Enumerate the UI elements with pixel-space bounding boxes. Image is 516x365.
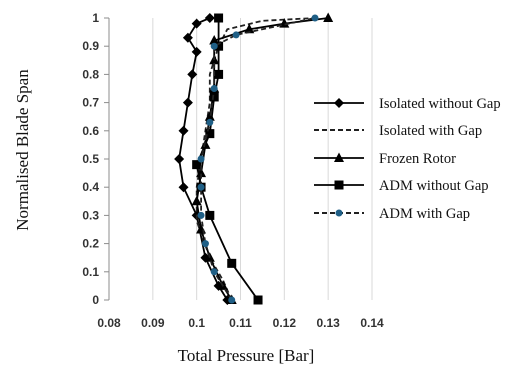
data-point-adm-with-gap [197, 155, 205, 163]
data-point-adm-without-gap [209, 92, 219, 102]
data-point-adm-with-gap [201, 240, 209, 248]
data-point-adm-without-gap [205, 129, 215, 139]
data-point-isolated-without-gap [191, 46, 202, 57]
data-point-adm-without-gap [205, 210, 215, 220]
data-point-adm-with-gap [232, 31, 240, 39]
y-tick-label: 0.9 [82, 39, 99, 53]
data-point-frozen-rotor [244, 23, 255, 34]
legend-label-adm-with-gap: ADM with Gap [379, 206, 470, 222]
x-axis-title: Total Pressure [Bar] [178, 346, 315, 365]
series-layer [174, 12, 334, 305]
data-point-frozen-rotor [191, 195, 202, 206]
y-tick-label: 0.3 [82, 208, 99, 222]
data-point-isolated-without-gap [174, 154, 185, 164]
data-point-adm-with-gap [228, 296, 236, 304]
y-tick-label: 0.1 [82, 265, 99, 279]
data-point-isolated-without-gap [191, 18, 202, 29]
data-point-adm-without-gap [214, 41, 224, 51]
legend-item-isolated-with-gap: Isolated with Gap [314, 123, 482, 139]
axis-layer: 0.08 0.09 0.1 0.11 0.12 0.13 0.14 0 0.1 0.2 0.3 0.4… [82, 11, 384, 330]
data-point-adm-with-gap [210, 268, 218, 276]
legend-label-adm-without-gap: ADM without Gap [379, 178, 489, 194]
legend-label-isolated-with-gap: Isolated with Gap [379, 123, 482, 139]
data-point-frozen-rotor [323, 12, 334, 22]
legend-marker-isolated-without-gap [334, 98, 344, 108]
data-point-adm-with-gap [210, 85, 218, 92]
x-tick-label: 0.13 [316, 316, 340, 330]
y-tick-label: 0.6 [82, 124, 99, 138]
x-tick-label: 0.12 [273, 316, 297, 330]
data-point-adm-without-gap [214, 69, 224, 79]
legend-item-isolated-without-gap: Isolated without Gap [314, 96, 501, 112]
data-point-isolated-without-gap [182, 32, 193, 43]
x-tick-label: 0.08 [97, 316, 121, 330]
data-point-adm-with-gap [311, 14, 319, 22]
x-tick-label: 0.14 [360, 316, 384, 330]
x-tick-label: 0.11 [229, 316, 252, 330]
data-point-isolated-without-gap [182, 97, 193, 108]
y-tick-label: 0.5 [82, 152, 99, 166]
data-point-adm-without-gap [227, 258, 237, 268]
data-point-isolated-without-gap [187, 69, 198, 80]
data-point-adm-without-gap [192, 160, 202, 170]
data-point-adm-with-gap [210, 42, 218, 50]
y-tick-label: 0.4 [82, 180, 99, 194]
legend-marker-adm-with-gap [335, 209, 343, 217]
legend-marker-frozen-rotor [334, 152, 344, 162]
data-point-adm-with-gap [206, 118, 214, 126]
y-axis-title: Normalised Blade Span [13, 69, 32, 231]
x-tick-label: 0.09 [141, 316, 165, 330]
data-point-isolated-without-gap [178, 125, 189, 136]
y-tick-label: 0.7 [82, 96, 99, 110]
data-point-adm-with-gap [197, 211, 205, 219]
series-line-adm-without-gap [195, 18, 259, 301]
legend-item-adm-with-gap: ADM with Gap [314, 206, 470, 222]
legend-item-adm-without-gap: ADM without Gap [314, 178, 489, 194]
y-tick-label: 0 [92, 293, 99, 307]
data-point-frozen-rotor [279, 18, 290, 28]
y-tick-label: 1 [92, 11, 99, 25]
legend-label-frozen-rotor: Frozen Rotor [379, 151, 456, 167]
data-point-adm-with-gap [197, 183, 205, 191]
legend-item-frozen-rotor: Frozen Rotor [314, 151, 456, 167]
data-point-isolated-without-gap [204, 13, 215, 23]
y-tick-label: 0.2 [82, 237, 99, 251]
data-point-adm-without-gap [214, 13, 224, 23]
x-tick-label: 0.1 [188, 316, 205, 330]
legend: Isolated without Gap Isolated with Gap Fro… [314, 96, 501, 222]
y-tick-label: 0.8 [82, 67, 99, 81]
data-point-isolated-without-gap [178, 182, 189, 193]
series-adm-with-gap [197, 14, 319, 304]
legend-marker-adm-without-gap [334, 180, 344, 190]
data-point-adm-without-gap [253, 295, 263, 305]
legend-label-isolated-without-gap: Isolated without Gap [379, 96, 501, 112]
